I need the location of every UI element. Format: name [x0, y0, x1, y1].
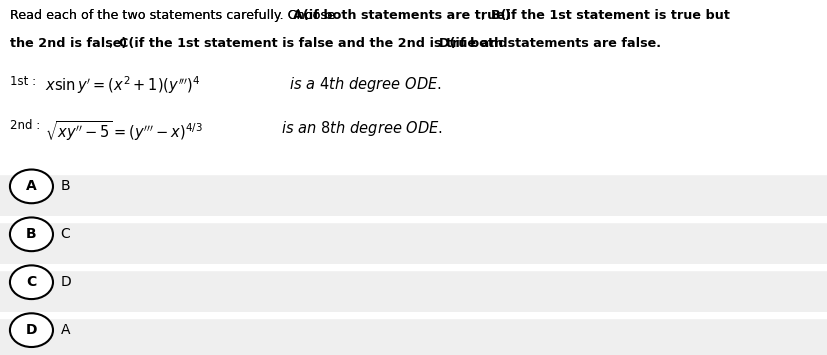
Text: C: C — [60, 227, 70, 241]
Ellipse shape — [10, 169, 53, 203]
Text: $\mathit{is\ a\ 4th\ degree\ ODE}.$: $\mathit{is\ a\ 4th\ degree\ ODE}.$ — [289, 75, 441, 94]
Text: A: A — [26, 179, 36, 193]
Text: C: C — [26, 275, 36, 289]
Ellipse shape — [10, 313, 53, 347]
Ellipse shape — [10, 266, 53, 299]
Text: the 2nd is false): the 2nd is false) — [10, 37, 127, 50]
Text: C(if the 1st statement is false and the 2nd is true and: C(if the 1st statement is false and the … — [119, 37, 507, 50]
Text: D: D — [60, 275, 71, 289]
Text: Read each of the two statements carefully. Choose: Read each of the two statements carefull… — [10, 9, 338, 22]
Text: Read each of the two statements carefully. Choose: Read each of the two statements carefull… — [10, 9, 338, 22]
Text: D(if both statements are false.: D(if both statements are false. — [438, 37, 660, 50]
Text: A: A — [60, 323, 69, 337]
Text: 2nd :: 2nd : — [10, 119, 41, 132]
FancyBboxPatch shape — [0, 221, 827, 263]
Text: B: B — [60, 179, 70, 193]
Text: D: D — [26, 323, 37, 337]
Ellipse shape — [10, 217, 53, 251]
FancyBboxPatch shape — [0, 317, 827, 355]
Text: 1st :: 1st : — [10, 75, 40, 88]
Text: $\sqrt{xy''-5} = \left(y'''-x\right)^{4/3}$: $\sqrt{xy''-5} = \left(y'''-x\right)^{4/… — [45, 119, 202, 143]
Text: B(if the 1st statement is true but: B(if the 1st statement is true but — [490, 9, 729, 22]
FancyBboxPatch shape — [0, 173, 827, 215]
FancyBboxPatch shape — [0, 269, 827, 312]
Text: B: B — [26, 227, 36, 241]
Text: ,: , — [476, 9, 489, 22]
Text: ,: , — [105, 37, 117, 50]
Text: A(if both statements are true): A(if both statements are true) — [293, 9, 510, 22]
Text: $x\sin y' = \left(x^2+1\right)\left(y'''\right)^4$: $x\sin y' = \left(x^2+1\right)\left(y'''… — [45, 75, 200, 96]
Text: $\mathit{is\ an\ 8th\ degree\ ODE}.$: $\mathit{is\ an\ 8th\ degree\ ODE}.$ — [280, 119, 442, 138]
